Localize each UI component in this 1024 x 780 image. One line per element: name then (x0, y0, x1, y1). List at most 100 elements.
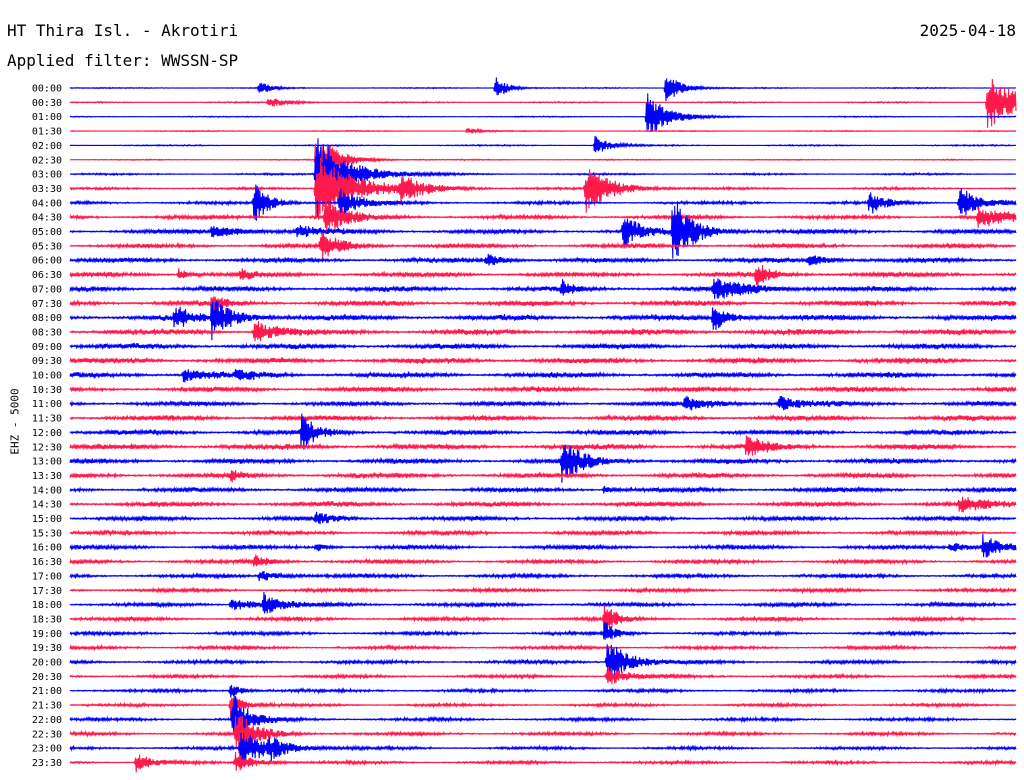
trace-1500 (69, 511, 1017, 525)
trace-2300 (69, 732, 1017, 767)
row-label-1600: 16:00 (32, 543, 62, 554)
trace-1900 (69, 622, 1017, 640)
row-label-2300: 23:00 (32, 744, 62, 755)
row-label-1230: 12:30 (32, 442, 62, 453)
trace-2330 (69, 751, 1017, 773)
trace-1130 (69, 413, 1017, 423)
row-label-0300: 03:00 (32, 170, 62, 181)
trace-1630 (69, 554, 1017, 567)
trace-2200 (69, 693, 1017, 740)
trace-0000 (69, 77, 1017, 102)
trace-0400 (69, 184, 1017, 221)
row-label-0000: 00:00 (32, 84, 62, 95)
trace-1600 (69, 534, 1017, 558)
row-label-2030: 20:30 (32, 672, 62, 683)
trace-1800 (69, 592, 1017, 614)
row-label-1400: 14:00 (32, 485, 62, 496)
row-label-0330: 03:30 (32, 184, 62, 195)
trace-1730 (69, 586, 1017, 595)
row-label-0800: 08:00 (32, 313, 62, 324)
row-label-1200: 12:00 (32, 428, 62, 439)
trace-1930 (69, 643, 1017, 652)
trace-0200 (69, 135, 1017, 153)
row-label-0130: 01:30 (32, 127, 62, 138)
row-label-1000: 10:00 (32, 371, 62, 382)
row-label-2100: 21:00 (32, 686, 62, 697)
row-label-2130: 21:30 (32, 701, 62, 712)
row-label-1900: 19:00 (32, 629, 62, 640)
row-label-2330: 23:30 (32, 758, 62, 769)
trace-2130 (69, 697, 1017, 721)
trace-0330 (69, 157, 1017, 220)
trace-0830 (69, 321, 1017, 342)
station-title: HT Thira Isl. - Akrotiri (7, 21, 239, 40)
filter-label: Applied filter: WWSSN-SP (7, 51, 239, 70)
trace-1100 (69, 395, 1017, 411)
row-label-1030: 10:30 (32, 385, 62, 396)
trace-2100 (69, 685, 1017, 698)
row-label-2000: 20:00 (32, 658, 62, 669)
row-label-1430: 14:30 (32, 500, 62, 511)
trace-1230 (69, 435, 1017, 456)
date-label: 2025-04-18 (919, 21, 1016, 40)
trace-0500 (69, 203, 1017, 259)
trace-0130 (69, 127, 1017, 135)
trace-1330 (69, 470, 1017, 483)
trace-0900 (69, 342, 1017, 351)
trace-1400 (69, 485, 1017, 494)
trace-0430 (69, 200, 1017, 234)
trace-0730 (69, 296, 1017, 316)
trace-0030 (69, 79, 1017, 128)
row-label-1730: 17:30 (32, 586, 62, 597)
trace-1030 (69, 385, 1017, 394)
row-label-1530: 15:30 (32, 528, 62, 539)
row-label-1800: 18:00 (32, 600, 62, 611)
trace-0230 (69, 142, 1017, 184)
trace-2000 (69, 644, 1017, 677)
row-label-0500: 05:00 (32, 227, 62, 238)
row-label-1830: 18:30 (32, 614, 62, 625)
trace-2230 (69, 715, 1017, 754)
trace-0600 (69, 253, 1017, 266)
trace-0530 (69, 232, 1017, 259)
trace-0930 (69, 356, 1017, 365)
trace-0800 (69, 300, 1017, 341)
row-label-1130: 11:30 (32, 414, 62, 425)
row-label-0400: 04:00 (32, 198, 62, 209)
trace-1200 (69, 413, 1017, 450)
row-label-0830: 08:30 (32, 327, 62, 338)
row-label-1700: 17:00 (32, 571, 62, 582)
row-label-2200: 22:00 (32, 715, 62, 726)
row-label-0100: 01:00 (32, 112, 62, 123)
trace-1700 (69, 570, 1017, 582)
row-label-2230: 22:30 (32, 729, 62, 740)
row-label-0730: 07:30 (32, 299, 62, 310)
trace-0630 (69, 264, 1017, 288)
row-label-0600: 06:00 (32, 256, 62, 267)
row-label-1330: 13:30 (32, 471, 62, 482)
row-label-0230: 02:30 (32, 155, 62, 166)
trace-1000 (69, 368, 1017, 383)
trace-2030 (69, 666, 1017, 685)
row-label-1300: 13:00 (32, 457, 62, 468)
trace-0300 (69, 138, 1017, 217)
row-label-0430: 04:30 (32, 213, 62, 224)
row-label-0700: 07:00 (32, 284, 62, 295)
row-label-1630: 16:30 (32, 557, 62, 568)
row-label-0900: 09:00 (32, 342, 62, 353)
trace-1830 (69, 605, 1017, 634)
trace-1530 (69, 528, 1017, 537)
trace-1430 (69, 496, 1017, 513)
row-label-1500: 15:00 (32, 514, 62, 525)
row-label-1930: 19:30 (32, 643, 62, 654)
row-label-0200: 02:00 (32, 141, 62, 152)
row-label-1100: 11:00 (32, 399, 62, 410)
trace-1300 (69, 445, 1017, 483)
row-label-0030: 00:30 (32, 98, 62, 109)
row-label-0530: 05:30 (32, 241, 62, 252)
trace-0100 (69, 93, 1017, 133)
row-label-0630: 06:30 (32, 270, 62, 281)
row-label-0930: 09:30 (32, 356, 62, 367)
trace-0700 (69, 278, 1017, 299)
